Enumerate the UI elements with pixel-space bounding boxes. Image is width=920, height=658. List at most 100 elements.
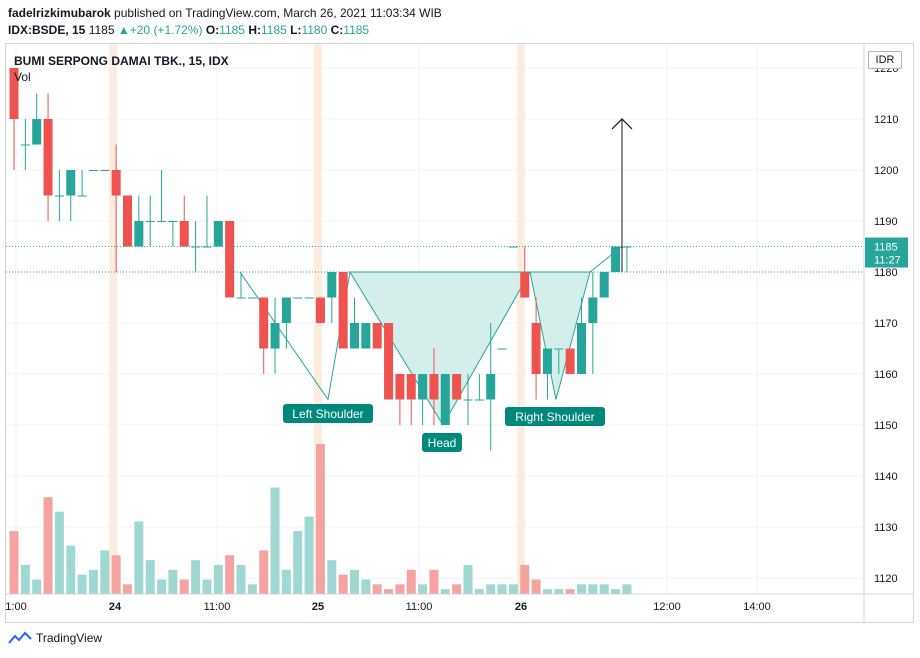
volume-bar — [577, 584, 586, 594]
candle-body — [599, 272, 609, 298]
volume-bar — [179, 579, 189, 594]
volume-bar — [225, 555, 235, 594]
annotation-label: Left Shoulder — [292, 407, 363, 421]
volume-bars — [9, 444, 632, 594]
candle-body — [202, 246, 212, 248]
volume-bar — [270, 487, 280, 594]
last-price: 1185 — [88, 23, 115, 37]
candle-body — [20, 144, 30, 146]
volume-bar — [463, 564, 473, 594]
candle-body — [111, 170, 121, 196]
volume-bar — [259, 550, 269, 594]
low-value: 1180 — [301, 23, 328, 37]
volume-bar — [43, 497, 53, 594]
author-name[interactable]: fadelrizkimubarok — [8, 6, 111, 20]
volume-bar — [497, 584, 507, 594]
price-badge-value: 1185 — [874, 242, 898, 254]
y-tick-label: 1160 — [874, 369, 898, 381]
y-tick-label: 1130 — [874, 522, 898, 534]
volume-bar — [168, 569, 178, 594]
close-value: 1185 — [343, 23, 370, 37]
volume-bar — [32, 579, 42, 594]
low-label: L: — [290, 23, 302, 37]
volume-bar — [9, 531, 19, 594]
candle-body — [611, 246, 621, 272]
candle-body — [565, 348, 575, 374]
x-tick-label: 1:00 — [5, 601, 26, 613]
volume-bar — [247, 584, 257, 594]
volume-bar — [429, 569, 439, 594]
candle-body — [406, 374, 416, 400]
publish-info: published on TradingView.com, March 26, … — [114, 6, 442, 20]
candle-body — [463, 399, 473, 401]
candle-body — [168, 221, 178, 222]
volume-bar — [508, 584, 518, 594]
volume-bar — [100, 550, 110, 594]
volume-bar — [588, 584, 598, 594]
candle-body — [452, 374, 462, 400]
pattern-line — [239, 246, 623, 426]
volume-bar — [440, 589, 450, 594]
ohlc-line: IDX:BSDE, 15 1185 ▲+20 (+1.72%) O:1185 H… — [8, 23, 369, 37]
change-value: +20 (+1.72%) — [129, 23, 203, 37]
symbol-label: IDX:BSDE, 15 — [8, 23, 86, 37]
candle-body — [145, 221, 155, 222]
x-tick-label: 11:00 — [406, 601, 433, 613]
y-tick-label: 1180 — [874, 267, 898, 279]
volume-bar — [327, 560, 337, 594]
y-tick-label: 1150 — [874, 420, 898, 432]
volume-bar — [395, 584, 405, 594]
target-arrow — [611, 118, 633, 272]
candle-body — [384, 323, 394, 400]
tradingview-logo-icon — [8, 631, 32, 644]
volume-bar — [406, 569, 416, 594]
candle-body — [577, 323, 586, 374]
candle-body — [350, 323, 359, 349]
y-tick-label: 1190 — [874, 216, 898, 228]
candle-body — [43, 119, 53, 196]
volume-bar — [202, 579, 212, 594]
x-tick-label: 24 — [109, 601, 122, 613]
footer-brand[interactable]: TradingView — [36, 631, 103, 645]
volume-bar — [293, 531, 303, 594]
candle-body — [213, 221, 223, 247]
volume-bar — [350, 569, 359, 594]
volume-bar — [236, 564, 246, 594]
candle-body — [259, 297, 269, 349]
volume-bar — [111, 555, 121, 594]
candle-body — [281, 297, 291, 323]
candle-body — [225, 221, 235, 298]
candle-body — [531, 323, 541, 374]
volume-bar — [157, 579, 167, 594]
candle-body — [622, 246, 632, 248]
volume-bar — [384, 589, 394, 594]
up-triangle-icon: ▲ — [117, 23, 130, 37]
high-label: H: — [248, 23, 261, 37]
candle-body — [247, 297, 257, 299]
volume-bar — [361, 579, 371, 594]
y-tick-label: 1120 — [874, 573, 898, 585]
volume-bar — [123, 584, 132, 594]
volume-bar — [134, 521, 144, 594]
currency-badge[interactable]: IDR — [868, 51, 902, 69]
x-tick-label: 14:00 — [743, 601, 771, 613]
volume-bar — [20, 564, 30, 594]
head-fill — [350, 272, 530, 425]
volume-bar — [554, 589, 564, 594]
annotation-box — [422, 433, 462, 452]
high-value: 1185 — [260, 23, 287, 37]
candle-body — [157, 221, 167, 222]
open-value: 1185 — [219, 23, 245, 37]
session-break — [517, 44, 525, 594]
candle-body — [66, 170, 76, 196]
volume-bar — [77, 574, 87, 594]
axes: 1120 1130 1140 1150 1160 1170 1180 1190 1200 1210… — [5, 44, 913, 622]
annotation-box — [283, 404, 373, 423]
candle-body — [179, 221, 189, 247]
volume-bar — [520, 564, 530, 594]
candle-body — [270, 323, 280, 349]
volume-bar — [145, 560, 155, 594]
volume-bar — [622, 584, 632, 594]
x-tick-label: 26 — [515, 601, 527, 613]
